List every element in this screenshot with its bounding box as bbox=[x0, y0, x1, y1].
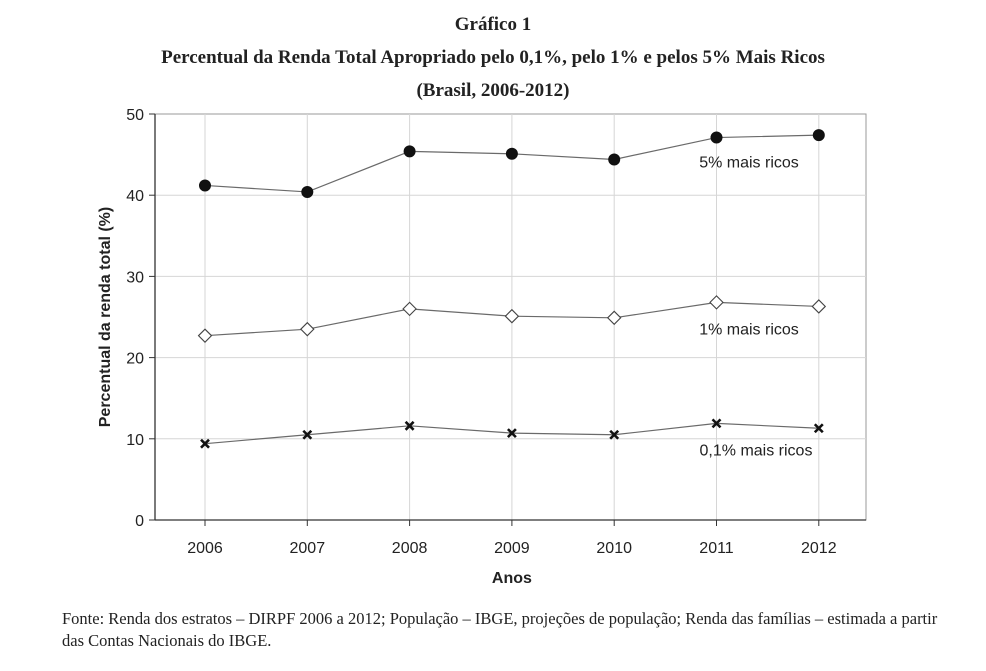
series-label: 0,1% mais ricos bbox=[700, 442, 813, 459]
data-point bbox=[301, 185, 314, 198]
source-note: Fonte: Renda dos estratos – DIRPF 2006 a… bbox=[62, 609, 938, 650]
data-point bbox=[402, 301, 417, 317]
x-tick-label: 2009 bbox=[494, 540, 530, 557]
data-point bbox=[711, 418, 722, 429]
y-axis-label: Percentual da renda total (%) bbox=[97, 207, 114, 428]
line-chart: 0 10 20 30 40 50 2006 2007 2008 2009 2010 2011 2012 A… bbox=[97, 107, 867, 587]
data-point bbox=[609, 429, 620, 440]
data-point bbox=[403, 145, 416, 158]
data-point bbox=[709, 295, 724, 310]
x-tick-label: 2012 bbox=[801, 540, 837, 557]
y-tick-label: 20 bbox=[126, 351, 144, 368]
x-tick-label: 2008 bbox=[392, 540, 428, 557]
y-tick-label: 10 bbox=[126, 432, 144, 449]
data-point bbox=[197, 328, 213, 343]
data-point bbox=[404, 420, 415, 431]
figure-title: Percentual da Renda Total Apropriado pel… bbox=[161, 47, 825, 68]
y-tick-label: 30 bbox=[126, 269, 144, 286]
x-tick-label: 2006 bbox=[187, 540, 223, 557]
y-tick-label: 50 bbox=[126, 107, 144, 124]
series-label: 5% mais ricos bbox=[699, 155, 799, 172]
data-point bbox=[300, 321, 315, 337]
y-tick-label: 40 bbox=[126, 188, 144, 205]
y-tick-label: 0 bbox=[135, 513, 144, 530]
data-point bbox=[504, 308, 520, 324]
data-point bbox=[813, 423, 824, 434]
x-tick-label: 2011 bbox=[699, 540, 734, 557]
data-point bbox=[811, 299, 827, 314]
data-point bbox=[302, 429, 313, 440]
x-tick-label: 2007 bbox=[290, 540, 326, 557]
data-point bbox=[710, 131, 723, 144]
data-point bbox=[608, 153, 621, 166]
figure-number: Gráfico 1 bbox=[454, 14, 532, 35]
x-axis-label: Anos bbox=[492, 570, 532, 587]
x-tick-label: 2010 bbox=[596, 540, 632, 557]
data-point bbox=[200, 438, 210, 449]
figure-subtitle: (Brasil, 2006-2012) bbox=[416, 80, 570, 101]
series-label: 1% mais ricos bbox=[699, 321, 799, 338]
data-point bbox=[606, 310, 622, 326]
data-point bbox=[506, 428, 517, 439]
data-point bbox=[812, 129, 825, 142]
data-point bbox=[199, 179, 211, 192]
data-point bbox=[505, 147, 518, 160]
